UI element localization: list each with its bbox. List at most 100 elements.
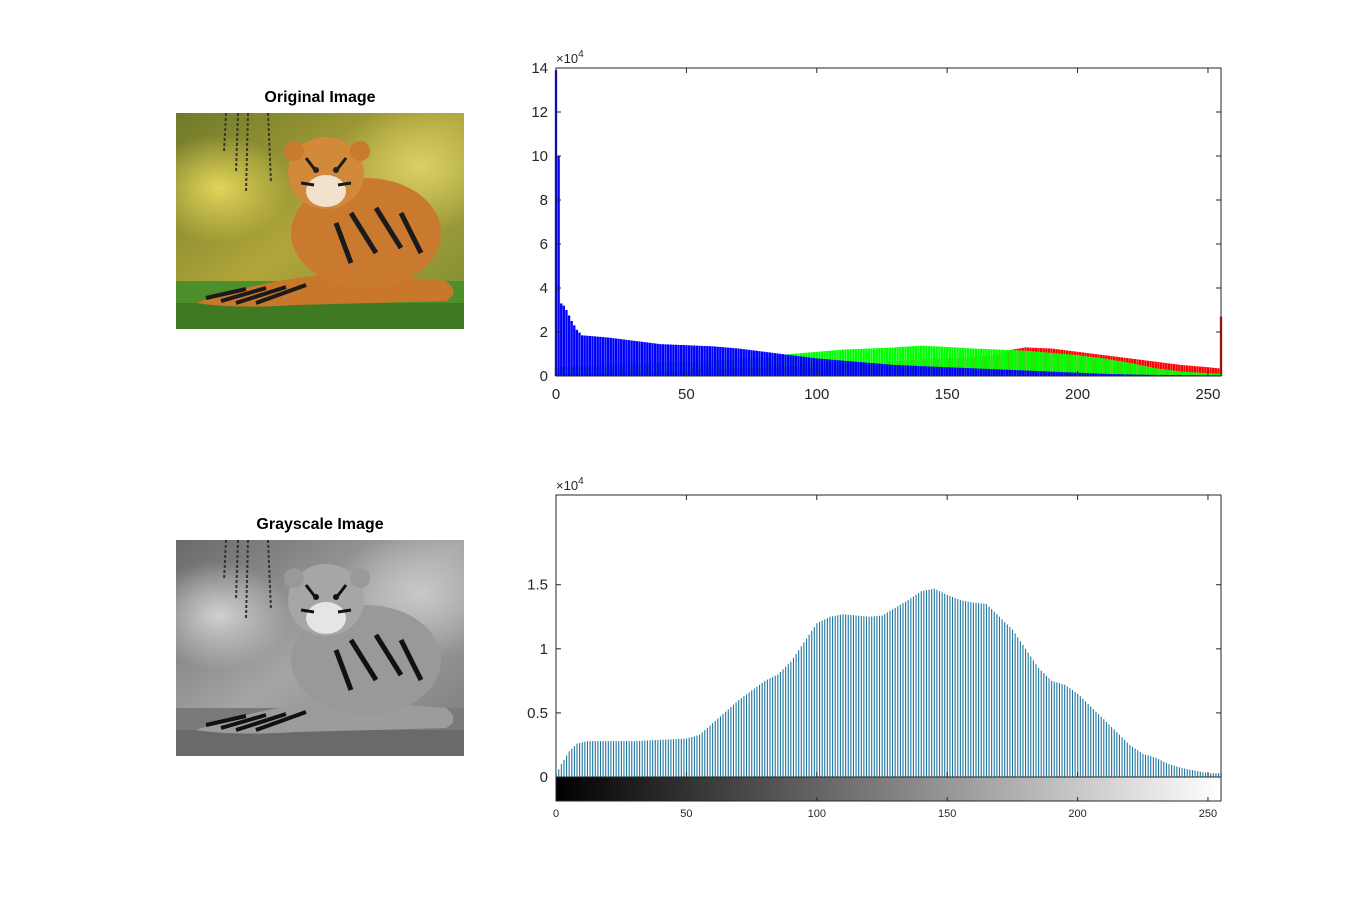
bar: [1191, 365, 1194, 376]
bar: [1209, 367, 1212, 376]
bar: [1013, 350, 1017, 376]
bar: [888, 364, 891, 376]
bar: [1204, 772, 1207, 777]
bar: [685, 738, 688, 777]
bar: [1040, 670, 1042, 777]
bar: [931, 589, 933, 777]
bar: [610, 741, 612, 777]
bar: [841, 360, 845, 376]
bar: [1152, 757, 1154, 777]
bar: [1097, 373, 1100, 376]
y-tick-label: 1.5: [527, 577, 548, 594]
bar: [878, 348, 881, 376]
bar: [891, 364, 894, 376]
bar: [850, 614, 852, 777]
bar: [932, 346, 936, 376]
bar: [594, 741, 596, 777]
bar: [669, 344, 672, 376]
bar: [1003, 349, 1006, 376]
bar: [928, 589, 930, 777]
bar: [1071, 354, 1074, 376]
bar: [1099, 358, 1103, 376]
bar: [1082, 698, 1084, 777]
bar: [878, 363, 881, 376]
bar: [698, 345, 701, 376]
bar: [969, 368, 972, 376]
colorbar-tick-label: 50: [680, 808, 692, 820]
bar: [1105, 358, 1108, 376]
grayscale-image: [176, 540, 464, 756]
bar: [1084, 701, 1087, 777]
bar: [709, 725, 711, 777]
bar: [1157, 368, 1160, 376]
bar: [1120, 374, 1124, 376]
bar: [896, 365, 899, 376]
bar: [1068, 372, 1071, 376]
bar: [1123, 374, 1126, 376]
bar: [769, 678, 771, 777]
bar: [1081, 372, 1084, 376]
bar: [969, 348, 972, 376]
bar: [863, 616, 865, 777]
bar: [706, 346, 709, 376]
bar: [915, 594, 917, 777]
bar: [854, 361, 858, 376]
bar: [1110, 374, 1113, 376]
bar: [1037, 351, 1040, 376]
bar: [940, 366, 944, 376]
bar: [1065, 372, 1069, 376]
bar: [1013, 370, 1017, 376]
bar: [966, 348, 970, 376]
bar: [633, 340, 636, 376]
bar: [1050, 352, 1053, 376]
bar: [909, 365, 912, 376]
bar: [966, 368, 970, 376]
bar: [1011, 629, 1014, 777]
bar: [766, 679, 768, 777]
bar: [576, 743, 578, 777]
bar: [1008, 369, 1011, 376]
bar: [826, 618, 828, 777]
x-tick-label: 50: [678, 386, 695, 403]
bar: [865, 362, 868, 376]
bar: [760, 351, 764, 376]
bar: [1214, 368, 1217, 376]
bar: [1039, 352, 1043, 376]
bar: [1094, 357, 1097, 376]
bar: [1204, 366, 1207, 376]
bar: [711, 346, 714, 376]
bar: [917, 365, 920, 376]
bar: [602, 741, 604, 777]
bar: [1212, 773, 1214, 777]
bar: [1212, 367, 1215, 376]
bar: [1071, 372, 1074, 376]
bar: [1037, 371, 1040, 376]
bar: [834, 615, 836, 777]
bar: [979, 368, 983, 376]
bar: [956, 347, 959, 376]
bar: [782, 669, 784, 777]
bar: [935, 366, 938, 376]
bar: [1175, 364, 1178, 376]
bar: [957, 599, 959, 777]
bar: [914, 365, 918, 376]
bar: [902, 603, 904, 777]
bar: [584, 741, 586, 777]
bar: [1149, 374, 1152, 376]
bar: [1053, 681, 1055, 777]
bar: [867, 362, 871, 376]
bar: [974, 348, 978, 376]
bar: [998, 349, 1001, 376]
bar: [712, 723, 714, 777]
bar: [659, 739, 662, 777]
bar: [1215, 773, 1217, 777]
bar: [832, 616, 834, 777]
bar: [714, 720, 716, 777]
bar: [1198, 366, 1202, 376]
bar: [891, 347, 894, 376]
bar: [635, 341, 639, 376]
bar: [844, 360, 847, 376]
bar: [565, 310, 568, 376]
bar: [1029, 351, 1032, 376]
